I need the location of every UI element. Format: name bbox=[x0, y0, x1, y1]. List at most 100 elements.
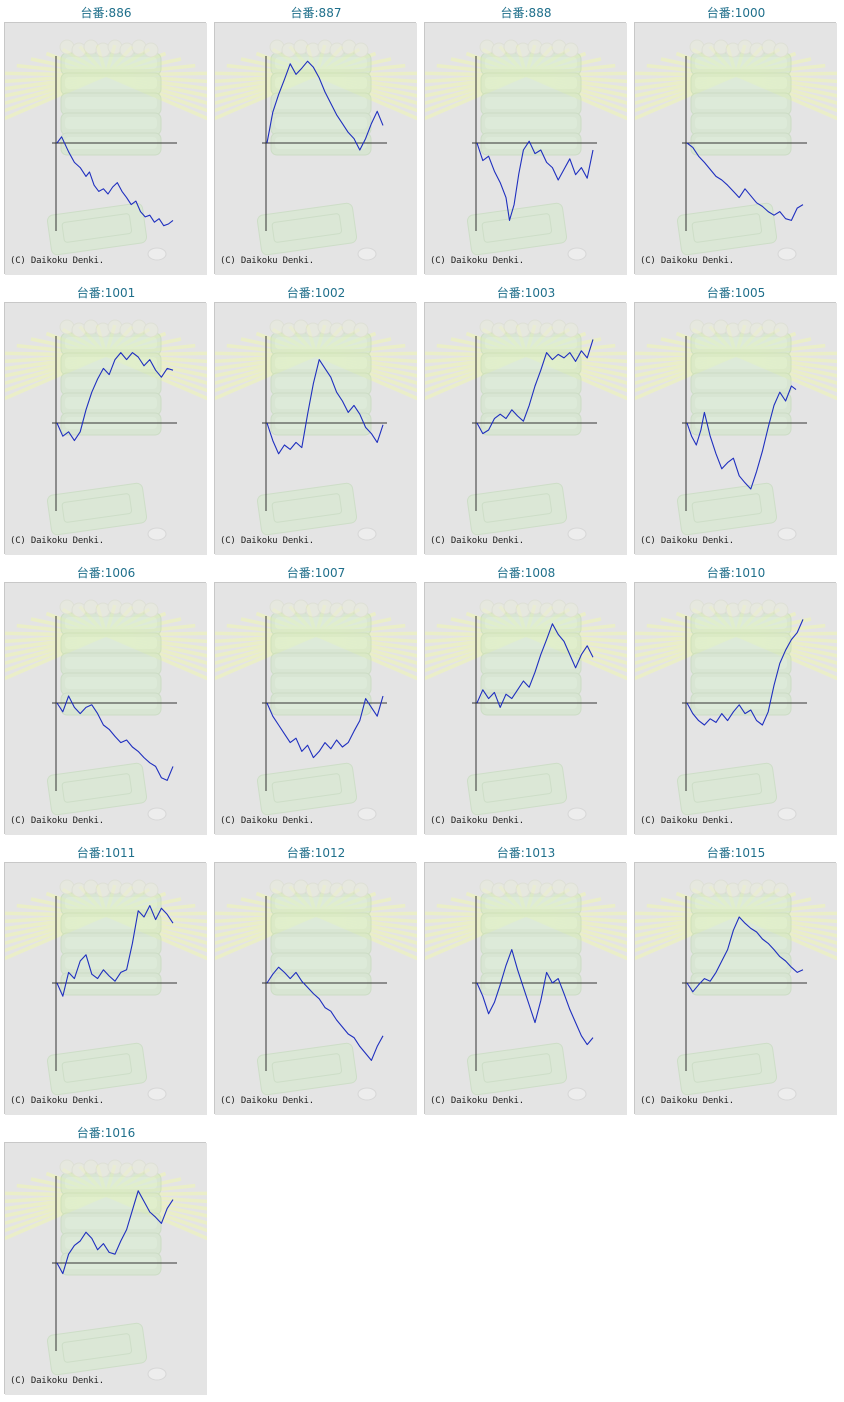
chart-frame: (C) Daikoku Denki. bbox=[634, 22, 837, 275]
line-chart bbox=[635, 863, 837, 1115]
chart-frame: (C) Daikoku Denki. bbox=[424, 582, 627, 835]
chart-frame: (C) Daikoku Denki. bbox=[4, 22, 207, 275]
background-artwork bbox=[635, 319, 837, 541]
copyright-text: (C) Daikoku Denki. bbox=[220, 536, 314, 546]
chart-frame: (C) Daikoku Denki. bbox=[214, 582, 417, 835]
chart-panel: 台番:888 (C) Daikoku Denki. bbox=[421, 0, 631, 275]
chart-panel: 台番:1001 (C) Daikoku Denki. bbox=[1, 280, 211, 555]
chart-title: 台番:1010 bbox=[706, 566, 766, 580]
series-line bbox=[266, 695, 384, 759]
copyright-text: (C) Daikoku Denki. bbox=[640, 1096, 734, 1106]
series-line bbox=[266, 60, 384, 151]
series-line bbox=[56, 1190, 174, 1275]
line-chart bbox=[215, 23, 417, 275]
line-chart bbox=[635, 583, 837, 835]
chart-frame: (C) Daikoku Denki. bbox=[4, 862, 207, 1115]
series-line bbox=[686, 385, 797, 490]
series-line bbox=[686, 619, 804, 726]
background-artwork bbox=[5, 879, 207, 1101]
series-line bbox=[56, 695, 174, 781]
chart-panel: 台番:886 (C) Daikoku Denki. bbox=[1, 0, 211, 275]
chart-title: 台番:1008 bbox=[496, 566, 556, 580]
chart-frame: (C) Daikoku Denki. bbox=[214, 862, 417, 1115]
chart-title: 台番:886 bbox=[80, 6, 132, 20]
chart-panel: 台番:1000 (C) Daikoku Denki. bbox=[631, 0, 841, 275]
chart-title: 台番:1006 bbox=[76, 566, 136, 580]
background-artwork bbox=[215, 319, 417, 541]
copyright-text: (C) Daikoku Denki. bbox=[220, 816, 314, 826]
copyright-text: (C) Daikoku Denki. bbox=[10, 1376, 104, 1386]
line-chart bbox=[215, 583, 417, 835]
line-chart bbox=[5, 863, 207, 1115]
chart-frame: (C) Daikoku Denki. bbox=[424, 22, 627, 275]
chart-title: 台番:1003 bbox=[496, 286, 556, 300]
background-artwork bbox=[5, 39, 207, 261]
chart-panel: 台番:1011 (C) Daikoku Denki. bbox=[1, 840, 211, 1115]
chart-title: 台番:1012 bbox=[286, 846, 346, 860]
chart-title: 台番:1005 bbox=[706, 286, 766, 300]
copyright-text: (C) Daikoku Denki. bbox=[640, 256, 734, 266]
copyright-text: (C) Daikoku Denki. bbox=[220, 256, 314, 266]
background-artwork bbox=[635, 39, 837, 261]
copyright-text: (C) Daikoku Denki. bbox=[10, 1096, 104, 1106]
background-artwork bbox=[5, 599, 207, 821]
chart-title: 台番:1016 bbox=[76, 1126, 136, 1140]
background-artwork bbox=[215, 599, 417, 821]
series-line bbox=[56, 352, 174, 442]
chart-frame: (C) Daikoku Denki. bbox=[634, 302, 837, 555]
copyright-text: (C) Daikoku Denki. bbox=[10, 816, 104, 826]
chart-panel: 台番:1005 (C) Daikoku Denki. bbox=[631, 280, 841, 555]
line-chart bbox=[215, 863, 417, 1115]
chart-frame: (C) Daikoku Denki. bbox=[214, 22, 417, 275]
chart-title: 台番:888 bbox=[500, 6, 552, 20]
line-chart bbox=[5, 303, 207, 555]
chart-panel: 台番:1007 (C) Daikoku Denki. bbox=[211, 560, 421, 835]
copyright-text: (C) Daikoku Denki. bbox=[430, 816, 524, 826]
copyright-text: (C) Daikoku Denki. bbox=[10, 256, 104, 266]
series-line bbox=[56, 905, 174, 997]
chart-panel: 台番:1012 (C) Daikoku Denki. bbox=[211, 840, 421, 1115]
chart-title: 台番:1001 bbox=[76, 286, 136, 300]
line-chart bbox=[635, 23, 837, 275]
copyright-text: (C) Daikoku Denki. bbox=[430, 256, 524, 266]
chart-panel: 台番:1010 (C) Daikoku Denki. bbox=[631, 560, 841, 835]
line-chart bbox=[425, 303, 627, 555]
series-line bbox=[476, 140, 594, 221]
line-chart bbox=[5, 23, 207, 275]
copyright-text: (C) Daikoku Denki. bbox=[640, 536, 734, 546]
chart-title: 台番:1015 bbox=[706, 846, 766, 860]
chart-title: 台番:887 bbox=[290, 6, 342, 20]
series-line bbox=[56, 136, 174, 227]
series-line bbox=[266, 966, 384, 1061]
series-line bbox=[476, 949, 594, 1046]
background-artwork bbox=[635, 599, 837, 821]
background-artwork bbox=[215, 39, 417, 261]
chart-frame: (C) Daikoku Denki. bbox=[4, 582, 207, 835]
line-chart bbox=[425, 863, 627, 1115]
background-artwork bbox=[425, 879, 627, 1101]
background-artwork bbox=[215, 879, 417, 1101]
chart-panel: 台番:1016 (C) Daikoku Denki. bbox=[1, 1120, 211, 1395]
chart-frame: (C) Daikoku Denki. bbox=[634, 862, 837, 1115]
series-line bbox=[476, 623, 594, 708]
series-line bbox=[476, 339, 594, 435]
chart-panel: 台番:1015 (C) Daikoku Denki. bbox=[631, 840, 841, 1115]
chart-panel: 台番:1013 (C) Daikoku Denki. bbox=[421, 840, 631, 1115]
chart-panel: 台番:887 (C) Daikoku Denki. bbox=[211, 0, 421, 275]
copyright-text: (C) Daikoku Denki. bbox=[640, 816, 734, 826]
background-artwork bbox=[425, 319, 627, 541]
chart-frame: (C) Daikoku Denki. bbox=[634, 582, 837, 835]
chart-title: 台番:1013 bbox=[496, 846, 556, 860]
chart-frame: (C) Daikoku Denki. bbox=[424, 862, 627, 1115]
chart-frame: (C) Daikoku Denki. bbox=[424, 302, 627, 555]
chart-frame: (C) Daikoku Denki. bbox=[4, 302, 207, 555]
chart-frame: (C) Daikoku Denki. bbox=[214, 302, 417, 555]
chart-panel: 台番:1003 (C) Daikoku Denki. bbox=[421, 280, 631, 555]
chart-title: 台番:1007 bbox=[286, 566, 346, 580]
line-chart bbox=[425, 583, 627, 835]
line-chart bbox=[635, 303, 837, 555]
chart-title: 台番:1002 bbox=[286, 286, 346, 300]
copyright-text: (C) Daikoku Denki. bbox=[430, 1096, 524, 1106]
series-line bbox=[686, 916, 804, 993]
line-chart bbox=[425, 23, 627, 275]
